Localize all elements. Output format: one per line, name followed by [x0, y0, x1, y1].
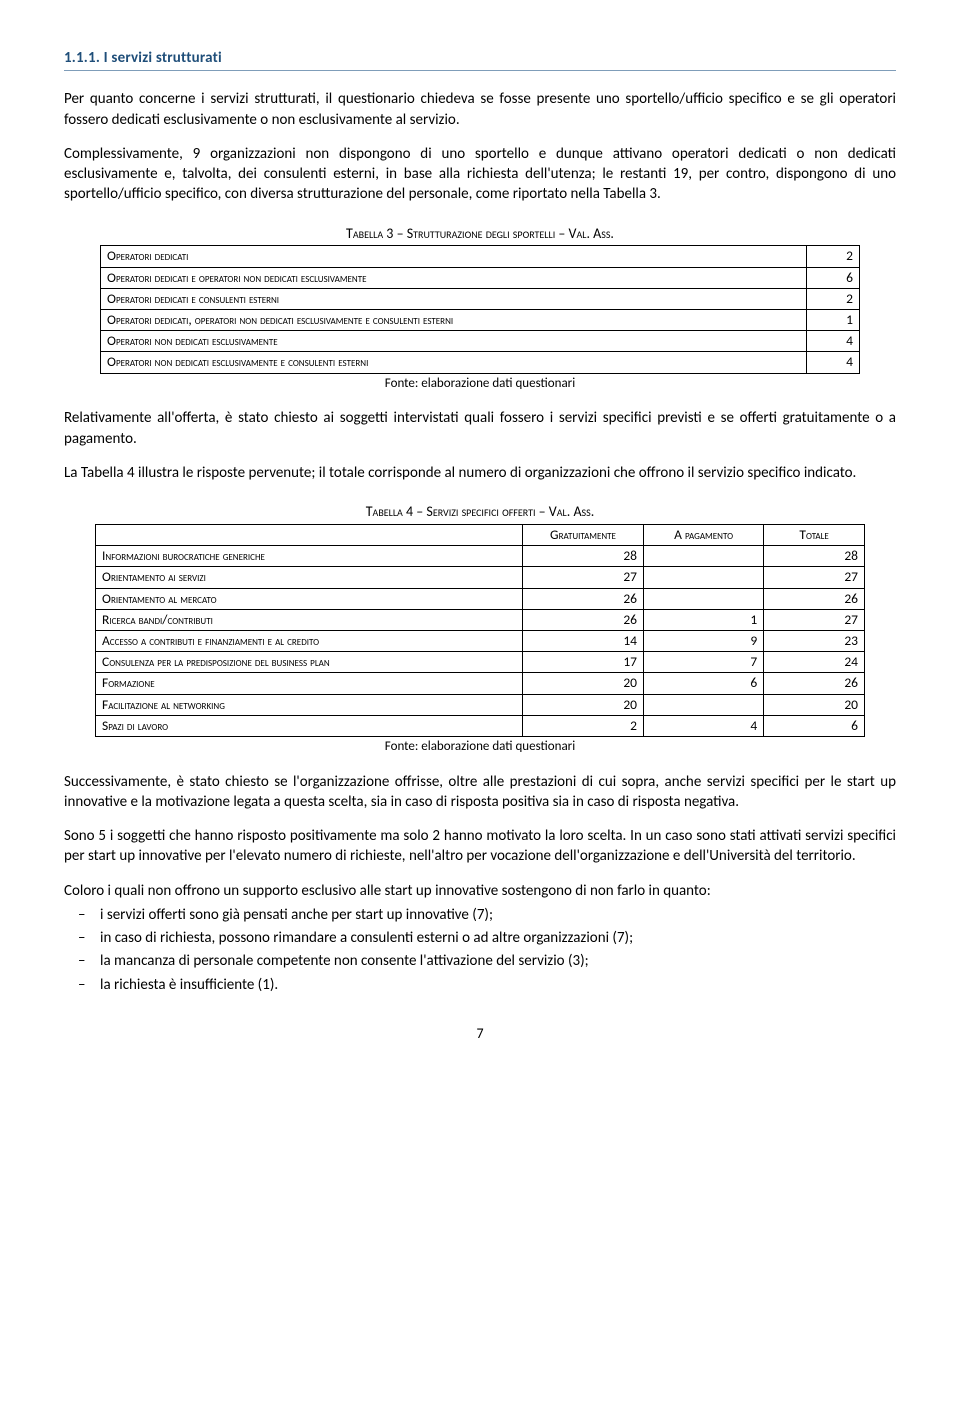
table-row: Accesso a contributi e finanziamenti e a…: [96, 630, 865, 651]
table-cell-value: [644, 567, 764, 588]
table-cell-value: 26: [523, 588, 644, 609]
table-cell-label: Operatori dedicati e consulenti esterni: [101, 288, 807, 309]
table-cell-label: Orientamento al mercato: [96, 588, 523, 609]
table-cell-label: Operatori non dedicati esclusivamente e …: [101, 352, 807, 373]
table-cell-value: 20: [523, 694, 644, 715]
table-cell-label: Orientamento ai servizi: [96, 567, 523, 588]
table-cell-value: 4: [644, 715, 764, 736]
table-cell-value: [644, 588, 764, 609]
table-cell-value: 27: [764, 609, 865, 630]
table-cell-value: 24: [764, 652, 865, 673]
t4-head-totale: Totale: [764, 524, 865, 545]
table-cell-value: 6: [764, 715, 865, 736]
table-cell-label: Operatori dedicati, operatori non dedica…: [101, 310, 807, 331]
table4-source: Fonte: elaborazione dati questionari: [64, 738, 896, 756]
list-item: in caso di richiesta, possono rimandare …: [100, 928, 896, 948]
table-row: Operatori dedicati e operatori non dedic…: [101, 267, 860, 288]
section-heading: 1.1.1. I servizi strutturati: [64, 48, 896, 68]
table-cell-value: 9: [644, 630, 764, 651]
table-cell-label: Operatori non dedicati esclusivamente: [101, 331, 807, 352]
table-cell-value: 20: [523, 673, 644, 694]
list-item: la mancanza di personale competente non …: [100, 951, 896, 971]
table-cell-value: 26: [764, 673, 865, 694]
table-cell-value: 28: [764, 546, 865, 567]
table-row: Operatori dedicati e consulenti esterni2: [101, 288, 860, 309]
table-cell-value: 20: [764, 694, 865, 715]
table-cell-label: Consulenza per la predisposizione del bu…: [96, 652, 523, 673]
table-cell-value: 2: [807, 246, 860, 267]
t4-head-blank: [96, 524, 523, 545]
table-cell-value: 27: [523, 567, 644, 588]
table-cell-value: 1: [807, 310, 860, 331]
table-cell-value: 4: [807, 331, 860, 352]
table-row: Formazione20626: [96, 673, 865, 694]
table-cell-value: 28: [523, 546, 644, 567]
paragraph-6: Sono 5 i soggetti che hanno risposto pos…: [64, 826, 896, 867]
table-row: Ricerca bandi/contributi26127: [96, 609, 865, 630]
table-3: Operatori dedicati2Operatori dedicati e …: [100, 245, 860, 373]
table-cell-label: Spazi di lavoro: [96, 715, 523, 736]
table3-caption: Tabella 3 – Strutturazione degli sportel…: [64, 225, 896, 244]
list-item: i servizi offerti sono già pensati anche…: [100, 905, 896, 925]
page-number: 7: [64, 1025, 896, 1044]
t4-head-gratis: Gratuitamente: [523, 524, 644, 545]
list-item: la richiesta è insufficiente (1).: [100, 975, 896, 995]
table-cell-value: 26: [523, 609, 644, 630]
table-row: Informazioni burocratiche generiche2828: [96, 546, 865, 567]
table-cell-value: [644, 546, 764, 567]
table-row: Operatori non dedicati esclusivamente e …: [101, 352, 860, 373]
table-cell-value: 2: [807, 288, 860, 309]
bullet-list: i servizi offerti sono già pensati anche…: [64, 905, 896, 995]
table3-source: Fonte: elaborazione dati questionari: [64, 375, 896, 393]
paragraph-7: Coloro i quali non offrono un supporto e…: [64, 881, 896, 901]
table-row: Operatori dedicati2: [101, 246, 860, 267]
table-4: Gratuitamente A pagamento Totale Informa…: [95, 524, 865, 737]
table-cell-value: 6: [644, 673, 764, 694]
table-cell-label: Informazioni burocratiche generiche: [96, 546, 523, 567]
paragraph-3: Relativamente all'offerta, è stato chies…: [64, 408, 896, 449]
table-row: Facilitazione al networking2020: [96, 694, 865, 715]
table-cell-label: Operatori dedicati e operatori non dedic…: [101, 267, 807, 288]
table-cell-label: Ricerca bandi/contributi: [96, 609, 523, 630]
table-cell-label: Accesso a contributi e finanziamenti e a…: [96, 630, 523, 651]
table-cell-value: 14: [523, 630, 644, 651]
paragraph-5: Successivamente, è stato chiesto se l'or…: [64, 772, 896, 813]
t4-head-pagamento: A pagamento: [644, 524, 764, 545]
table-cell-value: 7: [644, 652, 764, 673]
table-cell-value: 17: [523, 652, 644, 673]
table-cell-label: Operatori dedicati: [101, 246, 807, 267]
table-cell-label: Facilitazione al networking: [96, 694, 523, 715]
table-cell-label: Formazione: [96, 673, 523, 694]
table-cell-value: 4: [807, 352, 860, 373]
table-cell-value: 26: [764, 588, 865, 609]
paragraph-1: Per quanto concerne i servizi strutturat…: [64, 89, 896, 130]
table-row: Orientamento al mercato2626: [96, 588, 865, 609]
table-cell-value: 1: [644, 609, 764, 630]
table-row: Orientamento ai servizi2727: [96, 567, 865, 588]
table4-caption: Tabella 4 – Servizi specifici offerti – …: [64, 503, 896, 522]
table-row: Operatori dedicati, operatori non dedica…: [101, 310, 860, 331]
table-row: Spazi di lavoro246: [96, 715, 865, 736]
paragraph-2: Complessivamente, 9 organizzazioni non d…: [64, 144, 896, 205]
heading-rule: [64, 70, 896, 71]
table-cell-value: 2: [523, 715, 644, 736]
table-cell-value: 27: [764, 567, 865, 588]
table-row: Operatori non dedicati esclusivamente4: [101, 331, 860, 352]
table-cell-value: 6: [807, 267, 860, 288]
table-cell-value: 23: [764, 630, 865, 651]
table-cell-value: [644, 694, 764, 715]
table-row: Consulenza per la predisposizione del bu…: [96, 652, 865, 673]
paragraph-4: La Tabella 4 illustra le risposte perven…: [64, 463, 896, 483]
